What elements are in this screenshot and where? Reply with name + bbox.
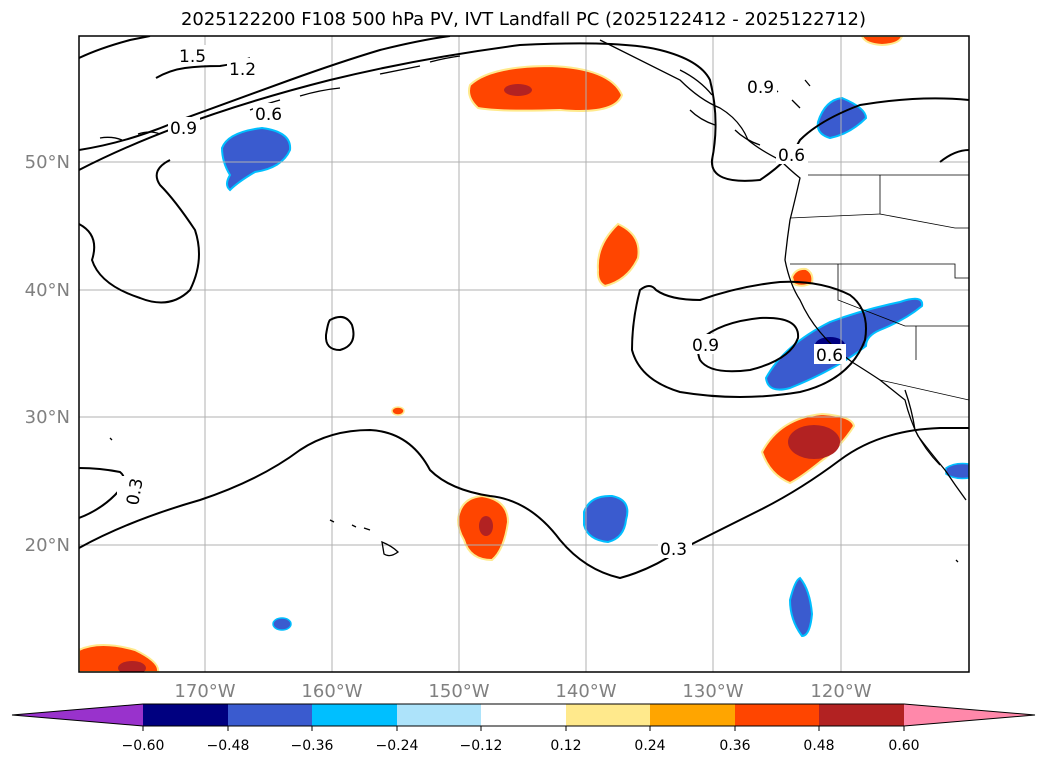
colorbar-segment <box>566 704 650 726</box>
positive-pv-anomalies <box>79 36 904 672</box>
map-title: 2025122200 F108 500 hPa PV, IVT Landfall… <box>180 9 867 30</box>
map-frame <box>78 35 970 673</box>
lon-tick: 170°W <box>174 681 235 702</box>
colorbar-segment <box>650 704 735 726</box>
lat-tick: 50°N <box>25 152 70 173</box>
contour-label: 0.9 <box>170 119 197 139</box>
colorbar-tick: −0.60 <box>122 738 165 754</box>
colorbar-tick: 0.48 <box>803 738 834 754</box>
pv-contours <box>79 36 969 580</box>
lat-tick: 20°N <box>25 535 70 556</box>
contour-label: 0.3 <box>660 540 687 560</box>
colorbar-tick: −0.36 <box>291 738 334 754</box>
colorbar-tick: −0.24 <box>376 738 419 754</box>
lon-tick: 160°W <box>301 681 362 702</box>
contour-label: 0.6 <box>816 346 843 366</box>
colorbar-segment <box>735 704 819 726</box>
colorbar-extend-high <box>904 704 1035 726</box>
colorbar-tick: 0.24 <box>634 738 665 754</box>
colorbar-segment <box>143 704 228 726</box>
lon-tick: 120°W <box>810 681 871 702</box>
lon-tick: 140°W <box>555 681 616 702</box>
colorbar-tick: −0.48 <box>207 738 250 754</box>
contour-label: 0.6 <box>778 146 805 166</box>
contour-label: 1.5 <box>179 47 206 67</box>
longitude-labels: 170°W 160°W 150°W 140°W 130°W 120°W <box>174 681 871 702</box>
lat-tick: 40°N <box>25 280 70 301</box>
lon-tick: 130°W <box>682 681 743 702</box>
colorbar-segment <box>819 704 904 726</box>
colorbar-tick: 0.60 <box>888 738 919 754</box>
contour-label: 0.9 <box>692 336 719 356</box>
colorbar-segment <box>312 704 397 726</box>
state-borders <box>789 174 969 401</box>
colorbar-extend-low <box>12 704 143 726</box>
colorbar-tick: −0.12 <box>460 738 503 754</box>
lon-tick: 150°W <box>428 681 489 702</box>
colorbar-segment <box>481 704 566 726</box>
contour-labels: 1.5 1.2 0.9 0.6 0.9 0.6 0.9 0.6 0.3 0.3 <box>117 45 846 560</box>
lat-tick: 30°N <box>25 407 70 428</box>
colorbar-segment <box>397 704 481 726</box>
colorbar-segment <box>228 704 312 726</box>
colorbar: −0.60 −0.48 −0.36 −0.24 −0.12 0.12 0.24 … <box>11 703 1036 754</box>
colorbar-tick: 0.12 <box>550 738 581 754</box>
contour-label: 0.6 <box>255 105 282 125</box>
contour-label: 0.9 <box>747 78 774 98</box>
contour-label: 1.2 <box>229 60 256 80</box>
latitude-labels: 50°N 40°N 30°N 20°N <box>25 152 70 556</box>
contour-label: 0.3 <box>123 477 147 507</box>
colorbar-tick: 0.36 <box>719 738 750 754</box>
